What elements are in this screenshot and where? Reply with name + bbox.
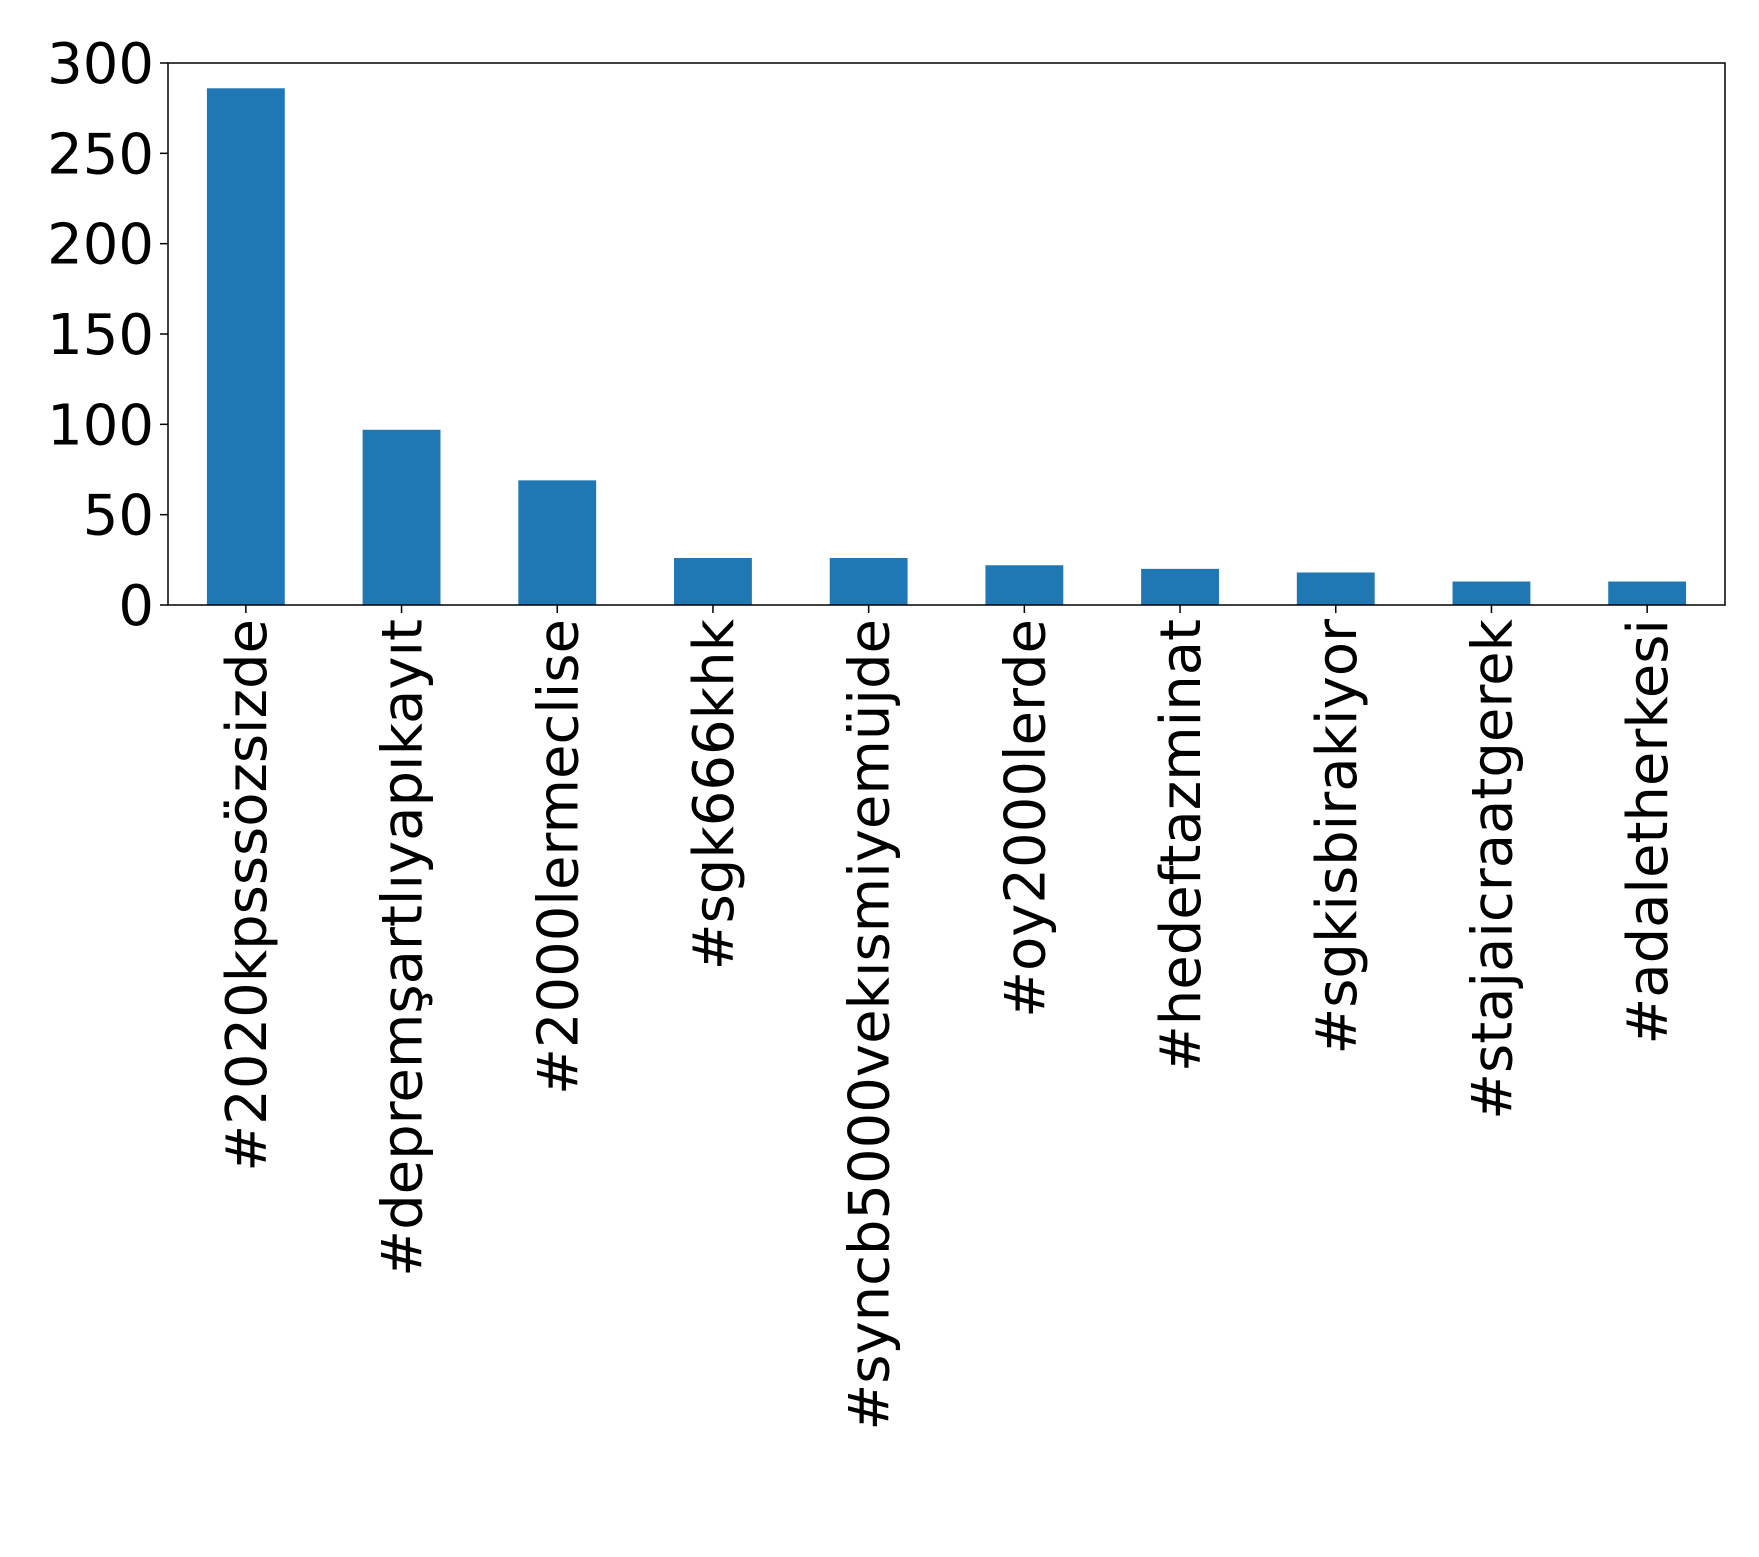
bar-6 — [1141, 568, 1219, 605]
y-axis-ticks: 0 50 100 150 200 250 300 — [47, 32, 168, 639]
y-tick-label-4: 200 — [47, 213, 154, 278]
bar-0 — [206, 88, 285, 605]
plot-frame — [167, 62, 1726, 606]
bar-8 — [1452, 581, 1531, 605]
x-tick-label-0: #2020kpsssözsizde — [215, 619, 280, 1172]
x-tick-label-5: #oy2000lerde — [993, 619, 1058, 1018]
y-tick-label-0: 0 — [118, 574, 154, 639]
x-tick-label-8: #stajaicraatgerek — [1460, 618, 1525, 1119]
x-tick-label-2: #2000lermeclise — [526, 619, 591, 1095]
x-tick-label-7: #sgkisbirakiyor — [1305, 618, 1370, 1055]
y-tick-label-6: 300 — [47, 32, 154, 97]
y-tick-label-1: 50 — [83, 484, 154, 549]
bar-7 — [1296, 572, 1375, 605]
bar-4 — [829, 558, 908, 605]
y-tick-label-3: 150 — [47, 303, 154, 368]
x-tick-label-9: #adaletherkesi — [1616, 619, 1681, 1045]
bars-group — [206, 88, 1687, 605]
bar-3 — [674, 558, 752, 605]
x-axis-ticks: #2020kpsssözsizde #depremşartlıyapıkayıt #… — [215, 605, 1681, 1431]
x-tick-label-4: #syncb5000vekısmiyemüjde — [838, 619, 903, 1431]
bar-5 — [985, 565, 1064, 605]
bar-1 — [362, 429, 441, 605]
bar-2 — [518, 480, 597, 605]
x-tick-label-3: #sgk666khk — [682, 618, 747, 970]
x-tick-label-1: #depremşartlıyapıkayıt — [371, 619, 436, 1277]
y-tick-label-2: 100 — [47, 393, 154, 458]
bar-9 — [1608, 581, 1687, 605]
y-tick-label-5: 250 — [47, 122, 154, 187]
x-tick-label-6: #hedeftazminat — [1149, 619, 1214, 1072]
